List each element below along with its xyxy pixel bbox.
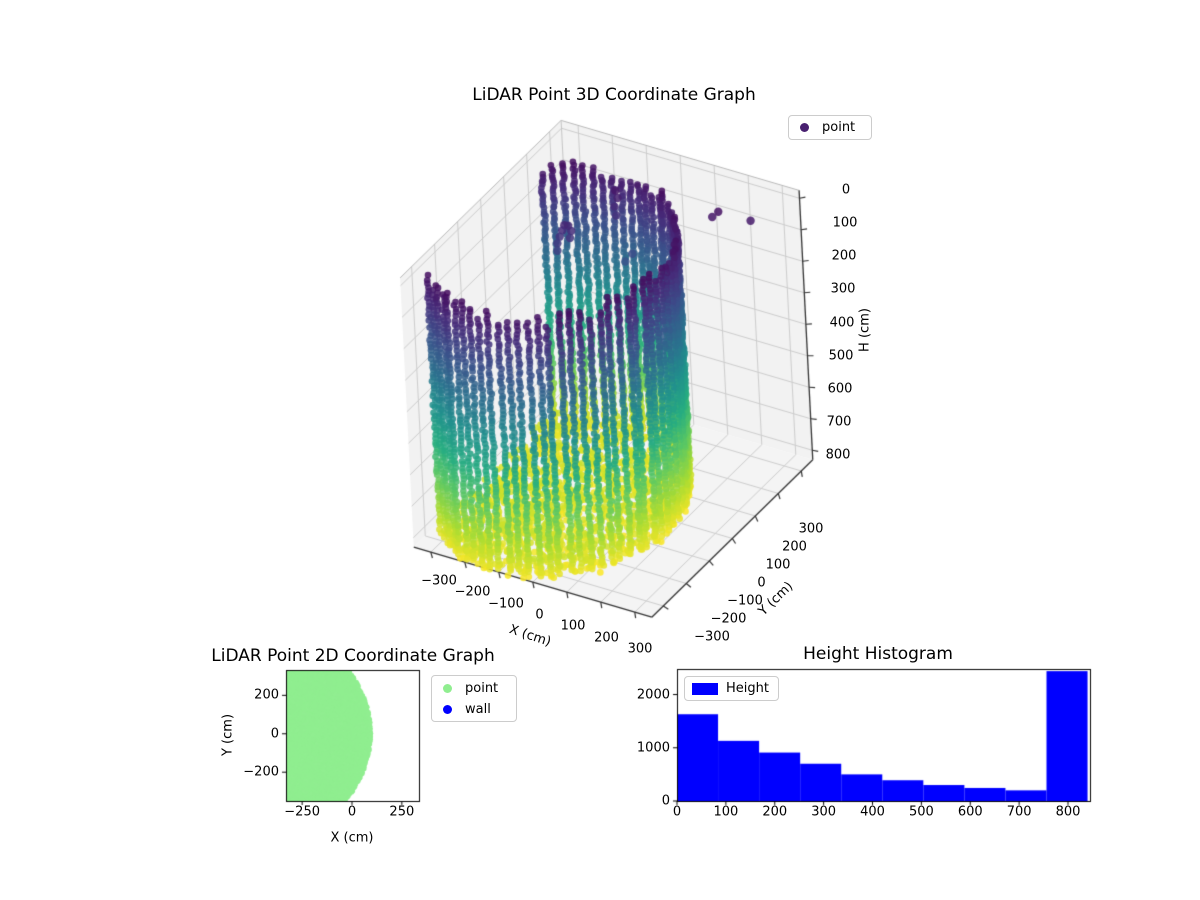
plot2d-legend-row-wall: wall (432, 699, 516, 720)
plot3d-h-axis-label: H (cm) (857, 308, 873, 352)
plot3d-title: LiDAR Point 3D Coordinate Graph (472, 85, 756, 105)
plot2d-title: LiDAR Point 2D Coordinate Graph (211, 646, 495, 666)
plot2d-legend-label-wall: wall (465, 702, 491, 717)
plot2d-x-tick-label: −250 (284, 804, 320, 820)
plot3d-y-tick-label: 200 (782, 539, 807, 555)
plot3d-y-tick-label: −100 (727, 593, 763, 609)
plot3d-h-tick-label: 100 (832, 215, 858, 231)
plot3d-x-tick-label: 300 (627, 641, 653, 657)
histogram-title: Height Histogram (803, 644, 953, 664)
plot3d-x-tick-label: 100 (560, 618, 586, 634)
plot2d-y-axis-label: Y (cm) (220, 713, 236, 757)
plot3d-x-tick-label: 200 (594, 630, 619, 646)
plot2d-y-tick-label: 200 (254, 687, 279, 703)
histogram-legend: Height (684, 676, 779, 701)
histogram-legend-label: Height (726, 681, 769, 696)
plot3d-h-tick-label: 500 (828, 348, 854, 364)
plot3d-h-tick-label: 700 (826, 414, 852, 430)
point-marker-icon (443, 684, 452, 693)
plot3d-legend-row: point (789, 116, 871, 139)
plot3d-x-tick-label: −300 (421, 573, 457, 589)
histogram-x-tick-label: 800 (1055, 804, 1081, 820)
plot3d-h-tick-label: 0 (841, 182, 851, 198)
plot3d-x-tick-label: −100 (488, 596, 524, 612)
plot2d-legend-label-point: point (465, 681, 499, 696)
plot2d-legend: point wall (431, 675, 517, 722)
histogram-legend-row: Height (685, 677, 778, 700)
plot3d-y-tick-label: 100 (765, 557, 791, 573)
point-marker-icon (800, 123, 809, 132)
plot2d-y-tick-label: 0 (270, 726, 279, 742)
histogram-x-tick-label: 300 (811, 804, 837, 820)
plot3d-h-tick-label: 200 (831, 248, 857, 264)
plot2d-x-axis-label: X (cm) (330, 830, 374, 846)
histogram-y-tick-label: 2000 (636, 687, 670, 703)
histogram-x-tick-label: 600 (957, 804, 983, 820)
plot3d-h-tick-label: 800 (825, 447, 851, 463)
histogram-x-tick-label: 700 (1006, 804, 1032, 820)
plot3d-y-tick-label: 0 (757, 575, 766, 591)
plot2d-y-tick-label: −200 (243, 764, 279, 780)
plot3d-x-tick-label: 0 (535, 607, 544, 623)
histogram-x-tick-label: 200 (762, 804, 788, 820)
plot3d-h-tick-label: 400 (829, 315, 855, 330)
wall-marker-icon (443, 705, 452, 714)
plot3d-legend-label: point (822, 120, 856, 135)
histogram-x-tick-label: 100 (713, 804, 739, 820)
plot3d-legend: point (788, 115, 872, 140)
plot2d-legend-row-point: point (432, 678, 516, 699)
histogram-y-tick-label: 0 (661, 793, 670, 809)
plot3d-x-tick-label: −200 (454, 584, 491, 600)
plot2d-x-tick-label: 0 (347, 804, 357, 820)
height-swatch-icon (692, 682, 718, 695)
histogram-x-tick-label: 0 (672, 804, 682, 820)
plot3d-y-tick-label: −300 (694, 629, 730, 645)
plot3d-y-tick-label: 300 (798, 521, 824, 537)
plot3d-y-tick-label: −200 (710, 611, 747, 627)
plot3d-h-tick-label: 600 (827, 381, 853, 397)
plot3d-h-tick-label: 300 (830, 281, 856, 297)
histogram-x-tick-label: 500 (908, 804, 934, 820)
histogram-y-tick-label: 1000 (636, 740, 670, 756)
histogram-x-tick-label: 400 (860, 804, 885, 820)
plot2d-x-tick-label: 250 (389, 804, 415, 820)
